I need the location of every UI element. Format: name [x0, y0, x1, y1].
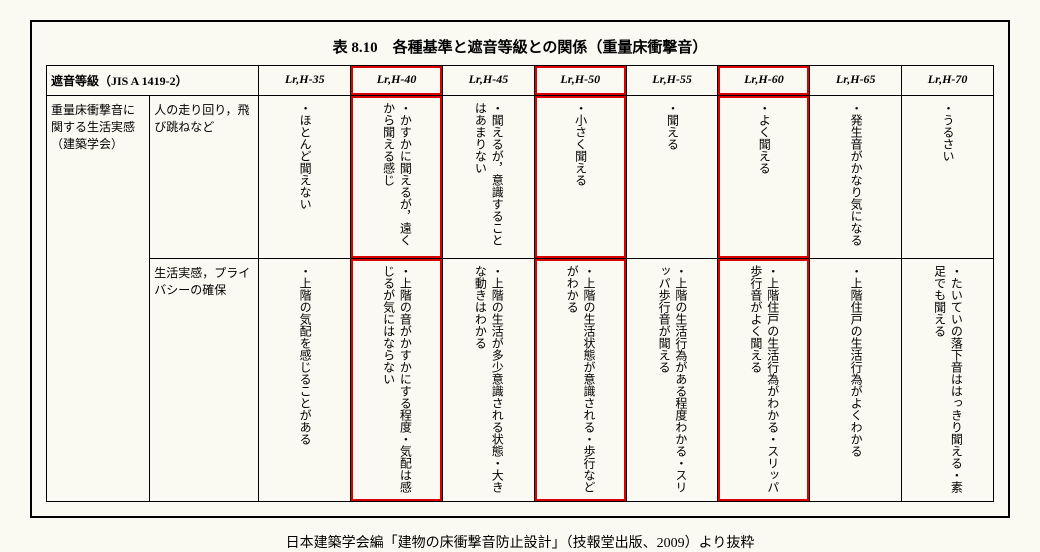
group-label: 重量床衝撃音に関する生活実感（建築学会） [47, 96, 150, 502]
cell: ・上階の生活行為がある程度わかる・スリッパ歩行音が聞える [626, 259, 718, 502]
cell: ・上階住戸の生活行為がわかる・スリッパ歩行音がよく聞える [718, 259, 810, 502]
row-header-text: 遮音等級（JIS A 1419-2） [51, 74, 188, 88]
cell: ・発生音がかなり気になる [810, 96, 902, 259]
cell: ・かすかに聞えるが，遠くから聞える感じ [351, 96, 443, 259]
row-header-main: 遮音等級（JIS A 1419-2） [47, 66, 259, 96]
col-header: Lr,H-40 [351, 66, 443, 96]
col-header: Lr,H-65 [810, 66, 902, 96]
table-row: 生活実感，プライバシーの確保 ・上階の気配を感じることがある ・上階の音がかすか… [47, 259, 994, 502]
figure-frame: 表 8.10 各種基準と遮音等級との関係（重量床衝撃音） 遮音等級（JIS A … [30, 20, 1010, 518]
cell: ・上階の音がかすかにする程度・気配は感じるが気にはならない [351, 259, 443, 502]
cell: ・上階の気配を感じることがある [259, 259, 351, 502]
cell: ・聞えるが，意識することはあまりない [443, 96, 535, 259]
col-header: Lr,H-55 [626, 66, 718, 96]
cell: ・上階住戸の生活行為がよくわかる [810, 259, 902, 502]
cell: ・うるさい [902, 96, 994, 259]
col-header: Lr,H-45 [443, 66, 535, 96]
col-header: Lr,H-70 [902, 66, 994, 96]
cell: ・小さく聞える [534, 96, 626, 259]
cell: ・たいていの落下音ははっきり聞える・素足でも聞える [902, 259, 994, 502]
row2-label: 生活実感，プライバシーの確保 [150, 259, 259, 502]
citation-text: 日本建築学会編「建物の床衝撃音防止設計」（技報堂出版、2009）より抜粋 [30, 532, 1010, 552]
table-title: 表 8.10 各種基準と遮音等級との関係（重量床衝撃音） [46, 36, 994, 57]
cell: ・ほとんど聞えない [259, 96, 351, 259]
row1-label: 人の走り回り，飛び跳ねなど [150, 96, 259, 259]
col-header: Lr,H-60 [718, 66, 810, 96]
cell: ・よく聞える [718, 96, 810, 259]
header-row: 遮音等級（JIS A 1419-2） Lr,H-35 Lr,H-40 Lr,H-… [47, 66, 994, 96]
main-table: 遮音等級（JIS A 1419-2） Lr,H-35 Lr,H-40 Lr,H-… [46, 65, 994, 502]
table-row: 重量床衝撃音に関する生活実感（建築学会） 人の走り回り，飛び跳ねなど ・ほとんど… [47, 96, 994, 259]
cell: ・上階の生活状態が意識される・歩行などがわかる [534, 259, 626, 502]
col-header: Lr,H-35 [259, 66, 351, 96]
cell: ・上階の生活が多少意識される状態・大きな動きはわかる [443, 259, 535, 502]
cell: ・聞える [626, 96, 718, 259]
col-header: Lr,H-50 [534, 66, 626, 96]
